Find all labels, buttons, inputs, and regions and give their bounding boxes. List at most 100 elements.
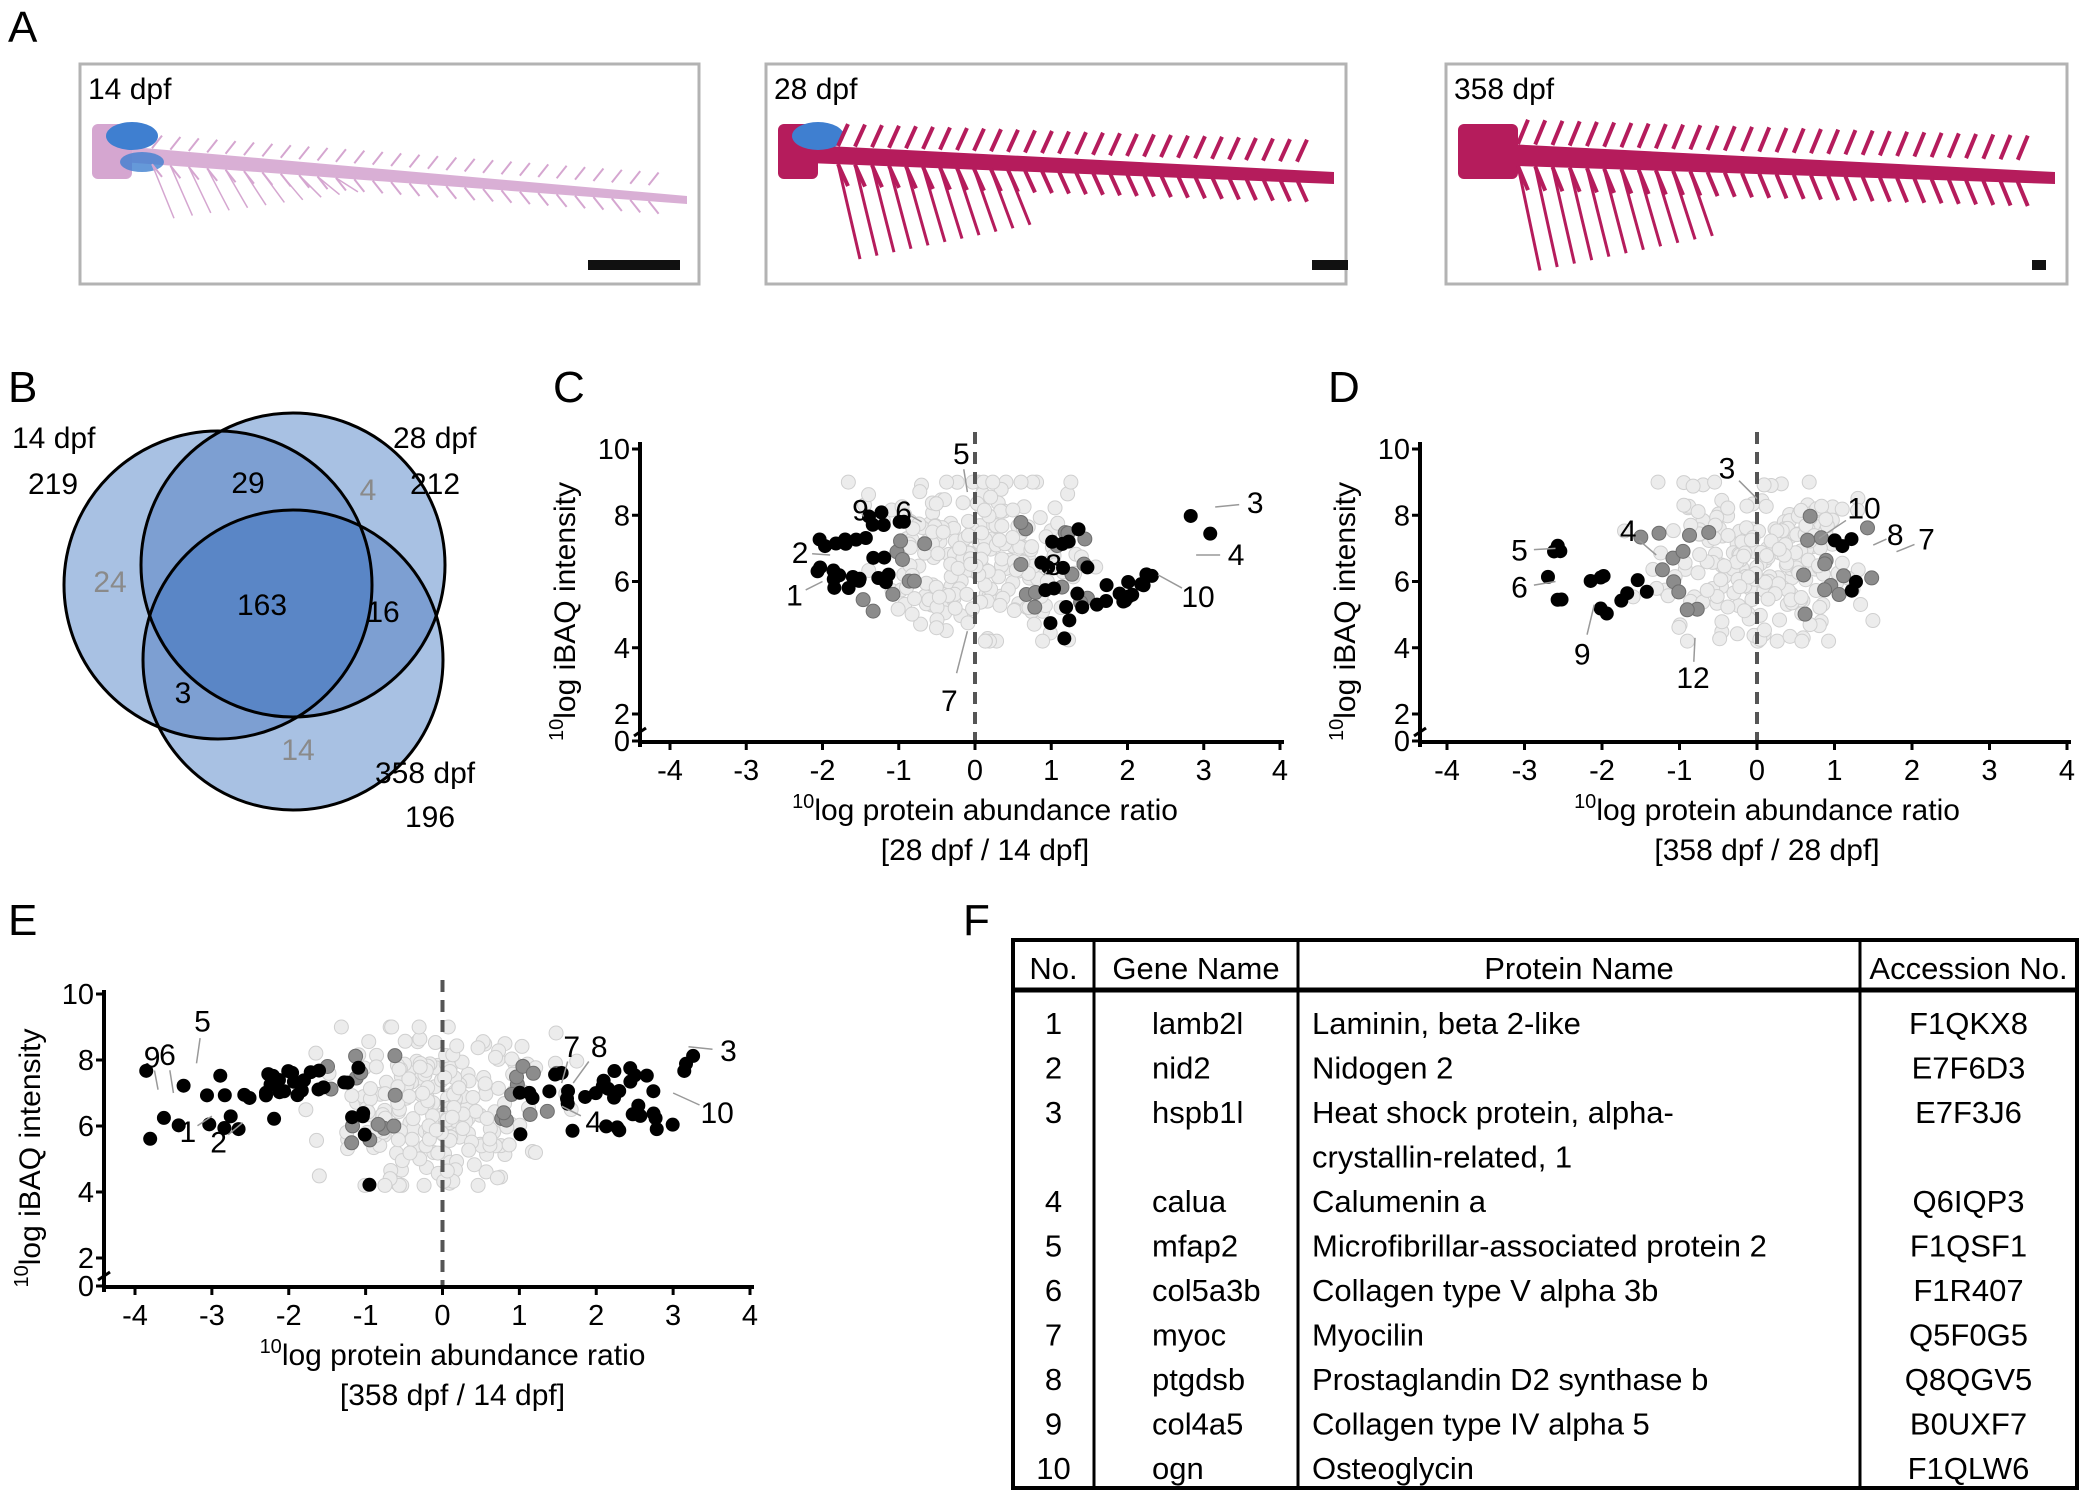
neural-spine xyxy=(904,125,918,150)
annotation-leader xyxy=(1738,480,1758,500)
rib xyxy=(938,167,964,239)
data-point xyxy=(361,1034,377,1050)
data-point xyxy=(390,1132,406,1148)
table-cell-gene: mfap2 xyxy=(1152,1229,1238,1264)
data-point xyxy=(1059,599,1074,614)
rib xyxy=(853,164,879,256)
annotation-label: 8 xyxy=(1045,549,1062,582)
table-cell-protein: Collagen type V alpha 3b xyxy=(1312,1273,1658,1308)
neural-spine xyxy=(519,162,531,177)
rib xyxy=(1619,168,1645,251)
annotation-label: 6 xyxy=(895,496,912,529)
data-point xyxy=(477,1076,493,1092)
data-point xyxy=(985,474,1001,490)
y-axis-title-prefix: 10 xyxy=(11,1265,33,1287)
annotation-label: 5 xyxy=(953,438,970,471)
table-cell-protein: Collagen type IV alpha 5 xyxy=(1312,1407,1650,1442)
data-point xyxy=(316,1080,331,1095)
y-tick-label: 2 xyxy=(1394,699,1410,731)
data-point xyxy=(1617,523,1633,539)
data-point xyxy=(387,1087,403,1103)
data-point xyxy=(1183,508,1198,523)
table-cell-accession: F1QLW6 xyxy=(1908,1451,2030,1486)
annotation-leader xyxy=(1872,538,1887,546)
data-point xyxy=(1793,590,1809,606)
table-cell-no: 8 xyxy=(1045,1362,1062,1397)
neural-spine xyxy=(853,123,867,148)
data-point xyxy=(896,514,911,529)
neural-spine xyxy=(482,159,494,174)
data-point xyxy=(1814,498,1830,514)
rib xyxy=(1551,166,1576,264)
x-axis-title-prefix: 10 xyxy=(792,791,814,813)
neural-spine xyxy=(1878,130,1892,157)
neural-spine xyxy=(1895,131,1909,157)
data-point xyxy=(1675,543,1691,559)
x-tick-label: 0 xyxy=(434,1300,450,1332)
data-point xyxy=(362,1177,377,1192)
data-point xyxy=(1032,510,1048,526)
data-point xyxy=(1802,508,1818,524)
rib xyxy=(1654,169,1680,244)
neural-spine xyxy=(335,148,347,163)
neural-spine xyxy=(537,163,550,178)
annotation-leader xyxy=(1693,637,1696,662)
neural-spine xyxy=(989,128,1003,153)
table-cell-protein: Calumenin a xyxy=(1312,1184,1487,1219)
data-point xyxy=(489,1170,505,1186)
data-point xyxy=(199,1088,214,1103)
y-tick-label: 8 xyxy=(614,500,630,532)
neural-spine xyxy=(1244,137,1258,161)
x-tick-label: -3 xyxy=(733,755,759,787)
rib xyxy=(224,169,249,209)
haemal-spine xyxy=(335,177,347,192)
data-point xyxy=(386,1118,402,1134)
data-point xyxy=(627,1068,642,1083)
x-axis-title-prefix: 10 xyxy=(260,1336,282,1358)
table-cell-no: 7 xyxy=(1045,1318,1062,1353)
annotation-leader xyxy=(812,553,831,556)
rib xyxy=(280,173,304,201)
data-point xyxy=(522,1106,538,1122)
data-point xyxy=(213,1068,228,1083)
haemal-spine xyxy=(1125,173,1139,197)
data-point xyxy=(171,1118,186,1133)
annotation-label: 2 xyxy=(210,1127,227,1160)
neural-spine xyxy=(261,143,274,158)
neural-spine xyxy=(500,160,513,175)
data-point xyxy=(1203,526,1218,541)
neural-spine xyxy=(1946,132,1961,159)
data-point xyxy=(631,1098,646,1113)
data-point xyxy=(1034,555,1049,570)
skeleton-panel: 14 dpf xyxy=(78,62,701,286)
x-tick-label: -4 xyxy=(122,1300,148,1332)
haemal-spine xyxy=(1895,177,1909,203)
rib xyxy=(887,165,913,250)
neural-spine xyxy=(1210,135,1224,160)
data-point xyxy=(912,484,928,500)
rib xyxy=(298,174,322,198)
data-point xyxy=(1671,619,1687,635)
annotation-label: 8 xyxy=(591,1031,608,1064)
haemal-spine xyxy=(574,195,586,209)
data-point xyxy=(1844,532,1859,547)
haemal-spine xyxy=(1057,170,1071,195)
neural-spine xyxy=(1912,131,1927,158)
data-point xyxy=(646,1084,661,1099)
x-tick-label: 2 xyxy=(588,1300,604,1332)
haemal-spine xyxy=(555,193,568,208)
haemal-spine xyxy=(1998,180,2013,207)
neural-spine xyxy=(1722,125,1737,152)
data-point xyxy=(561,1084,576,1099)
x-axis-subtitle: [358 dpf / 14 dpf] xyxy=(340,1379,565,1412)
table-header: Accession No. xyxy=(1869,951,2067,986)
table-cell-protein: Osteoglycin xyxy=(1312,1451,1474,1486)
rib xyxy=(169,165,194,216)
table-cell-gene: ogn xyxy=(1152,1451,1204,1486)
annotation-leader xyxy=(195,1037,201,1064)
annotation-label: 9 xyxy=(144,1042,161,1075)
data-point xyxy=(810,564,825,579)
venn-count: 4 xyxy=(360,474,377,507)
annotation-label: 7 xyxy=(1918,524,1935,557)
